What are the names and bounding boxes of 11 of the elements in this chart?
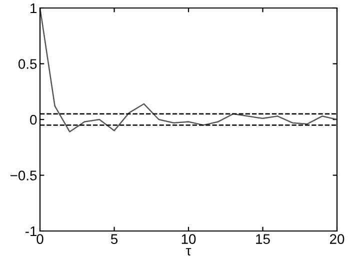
- y-tick-label: 0.5: [18, 59, 37, 69]
- x-tick-label: 0: [36, 234, 44, 244]
- y-tick-label: 0: [30, 114, 37, 125]
- y-tick-label: 1: [30, 3, 37, 14]
- x-axis-title: τ: [186, 248, 192, 256]
- x-tick-label: 15: [256, 234, 270, 244]
- y-tick-label: −0.5: [10, 170, 37, 180]
- x-tick-label: 20: [330, 234, 344, 244]
- x-tick-label: 10: [182, 234, 196, 244]
- x-tick-label: 5: [110, 234, 118, 244]
- y-tick-label: -1: [25, 226, 37, 236]
